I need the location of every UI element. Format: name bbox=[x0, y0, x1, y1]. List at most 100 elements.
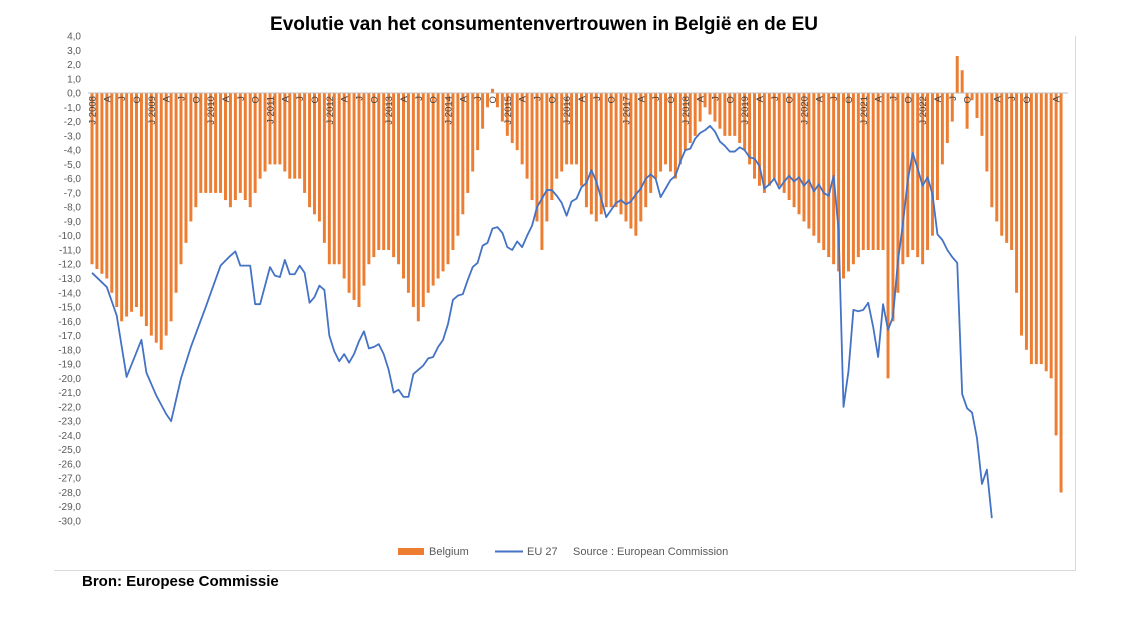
belgium-bar bbox=[184, 93, 188, 243]
belgium-bar bbox=[614, 93, 618, 208]
belgium-bar bbox=[738, 93, 742, 143]
belgium-bar bbox=[871, 93, 875, 250]
x-tick-label: A bbox=[102, 95, 113, 102]
x-tick-label: J 2018 bbox=[681, 96, 692, 125]
x-tick-label: A bbox=[340, 95, 351, 102]
belgium-bar bbox=[100, 93, 104, 274]
y-tick-label: -7,0 bbox=[64, 188, 82, 199]
belgium-bar bbox=[757, 93, 761, 186]
x-tick-label: J 2014 bbox=[443, 96, 454, 125]
x-tick-label: O bbox=[785, 96, 796, 103]
x-tick-label: O bbox=[547, 96, 558, 103]
x-tick-label: J bbox=[1007, 96, 1018, 101]
y-tick-label: -1,0 bbox=[64, 103, 82, 114]
y-tick-label: -8,0 bbox=[64, 203, 82, 214]
belgium-bar bbox=[940, 93, 944, 165]
belgium-bar bbox=[1020, 93, 1023, 336]
legend: Belgium EU 27 Source : European Commission bbox=[398, 546, 728, 558]
x-tick-label: J 2012 bbox=[325, 96, 336, 125]
x-tick-label: J bbox=[710, 96, 721, 101]
belgium-bar bbox=[317, 93, 321, 222]
belgium-bar bbox=[649, 93, 653, 193]
belgium-bar bbox=[382, 93, 386, 250]
x-tick-label: A bbox=[696, 95, 707, 102]
y-tick-label: 4,0 bbox=[67, 32, 81, 43]
y-tick-label: -5,0 bbox=[64, 160, 82, 171]
belgium-bar bbox=[881, 93, 885, 250]
belgium-bar bbox=[812, 93, 816, 236]
belgium-bar bbox=[490, 88, 494, 94]
x-axis-labels: J 2008 A J O J 2009 A J O J 2010 A J O J 2011 A J O J 20… bbox=[88, 95, 1063, 124]
belgium-bar bbox=[1015, 93, 1019, 293]
belgium-bar bbox=[500, 93, 504, 122]
belgium-bar bbox=[481, 93, 485, 129]
belgium-bar bbox=[827, 93, 831, 258]
belgium-bar bbox=[555, 93, 559, 179]
y-tick-label: 3,0 bbox=[67, 46, 81, 57]
belgium-bar bbox=[886, 93, 890, 379]
belgium-bar bbox=[777, 93, 781, 186]
belgium-bar bbox=[372, 93, 376, 258]
legend-eu27-label: EU 27 bbox=[527, 546, 558, 558]
x-tick-label: A bbox=[814, 95, 825, 102]
y-tick-label: -16,0 bbox=[58, 317, 81, 328]
y-tick-label: -9,0 bbox=[64, 217, 82, 228]
x-tick-label: O bbox=[488, 96, 499, 103]
y-tick-label: -2,0 bbox=[64, 117, 82, 128]
source-note: Bron: Europese Commissie bbox=[82, 573, 279, 590]
belgium-bar bbox=[728, 93, 732, 136]
belgium-bar bbox=[817, 93, 821, 243]
legend-belgium-label: Belgium bbox=[429, 546, 469, 558]
belgium-bar bbox=[911, 93, 915, 250]
belgium-bar bbox=[718, 93, 722, 129]
x-tick-label: A bbox=[399, 95, 410, 102]
belgium-bar bbox=[209, 93, 213, 193]
x-tick-label: O bbox=[310, 96, 321, 103]
x-tick-label: O bbox=[1022, 96, 1033, 103]
x-tick-label: A bbox=[992, 95, 1003, 102]
y-tick-label: 2,0 bbox=[67, 60, 81, 71]
belgium-bar bbox=[402, 93, 405, 279]
belgium-bar bbox=[154, 93, 158, 343]
belgium-bar bbox=[273, 93, 277, 165]
belgium-bar bbox=[644, 93, 648, 208]
belgium-bar bbox=[822, 93, 826, 250]
belgium-bar bbox=[703, 93, 707, 108]
belgium-bar bbox=[293, 93, 297, 179]
belgium-bar bbox=[624, 93, 628, 222]
belgium-bar bbox=[377, 93, 381, 250]
belgium-bar bbox=[431, 93, 435, 286]
belgium-bar bbox=[347, 93, 351, 293]
legend-source-label: Source : European Commission bbox=[573, 546, 728, 558]
belgium-bar bbox=[565, 93, 569, 165]
belgium-bar bbox=[238, 93, 242, 193]
x-tick-label: J 2019 bbox=[740, 96, 751, 125]
belgium-bar bbox=[629, 93, 633, 229]
y-tick-label: 0,0 bbox=[67, 89, 81, 100]
belgium-bar bbox=[931, 93, 934, 236]
belgium-bar bbox=[945, 93, 949, 143]
x-tick-label: J bbox=[117, 96, 128, 101]
belgium-bar bbox=[149, 93, 153, 336]
x-tick-label: J 2022 bbox=[918, 96, 929, 125]
belgium-bar bbox=[461, 93, 465, 215]
belgium-bar bbox=[327, 93, 331, 265]
belgium-bar bbox=[837, 93, 841, 272]
belgium-bar bbox=[90, 93, 94, 265]
belgium-bar bbox=[589, 93, 593, 215]
y-tick-label: -29,0 bbox=[58, 502, 81, 513]
x-tick-label: J 2009 bbox=[147, 96, 158, 125]
y-tick-label: -6,0 bbox=[64, 174, 82, 185]
belgium-bar bbox=[228, 93, 232, 208]
x-tick-label: O bbox=[607, 96, 618, 103]
belgium-bar bbox=[105, 93, 109, 279]
y-tick-label: -22,0 bbox=[58, 402, 81, 413]
belgium-bar bbox=[856, 93, 860, 258]
belgium-bar bbox=[743, 93, 747, 151]
belgium-bar bbox=[1039, 93, 1043, 365]
belgium-bar bbox=[921, 93, 925, 265]
x-tick-label: O bbox=[369, 96, 380, 103]
x-tick-label: O bbox=[903, 96, 914, 103]
x-tick-label: J 2015 bbox=[503, 96, 514, 125]
belgium-bar bbox=[668, 93, 672, 172]
